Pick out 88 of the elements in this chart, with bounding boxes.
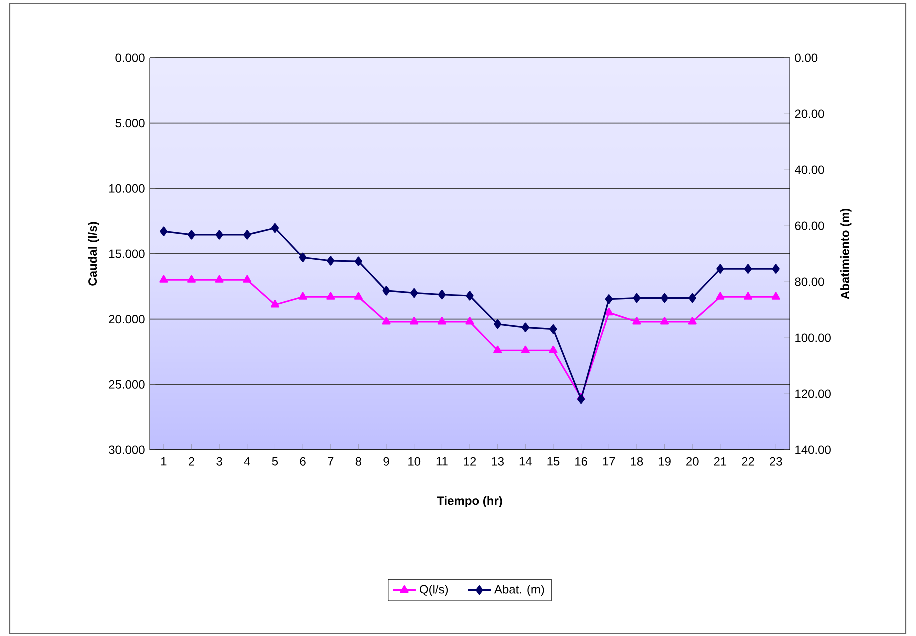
x-tick-label: 23 (770, 457, 782, 466)
point (660, 317, 670, 325)
x-tick-label: 10 (408, 457, 421, 466)
x-tick-label: 15 (548, 457, 560, 466)
x-tick-label: 7 (328, 457, 334, 466)
point (772, 264, 780, 274)
point (632, 317, 642, 325)
x-tick-label: 13 (492, 457, 504, 466)
y2-axis-title: Abatimiento (m) (840, 208, 852, 300)
point (744, 264, 752, 274)
point (550, 324, 558, 334)
y-tick-label: 15.000 (110, 250, 145, 258)
point (215, 275, 224, 283)
y-tick-label: 5.000 (116, 119, 145, 128)
point (382, 286, 390, 296)
x-tick-label: 16 (576, 457, 588, 466)
y2-tick-label: 0.00 (795, 54, 818, 62)
point (271, 223, 280, 234)
point (410, 317, 419, 325)
y-tick-label: 10.000 (110, 184, 145, 193)
x-tick-label: 3 (216, 457, 222, 466)
point (466, 317, 474, 325)
point (410, 288, 418, 298)
y2-tick-label: 100.00 (796, 334, 831, 342)
y-axis-title: Caudal (l/s) (88, 222, 100, 286)
point (299, 252, 307, 262)
x-tick-label: 14 (520, 457, 532, 466)
x-tick-label: 2 (189, 457, 194, 466)
point (604, 308, 614, 316)
point (354, 292, 363, 300)
y-tick-label: 20.000 (109, 315, 145, 324)
point (438, 317, 446, 325)
legend-label: Q(l/s) (420, 584, 448, 596)
point (466, 291, 474, 301)
y2-tick-label: 60.00 (795, 222, 824, 230)
x-tick-label: 4 (244, 457, 250, 466)
point (521, 346, 530, 354)
y-tick-label: 25.000 (109, 380, 145, 389)
legend-label: Abat. (m) (494, 584, 544, 596)
x-tick-label: 12 (464, 457, 476, 466)
y-tick-label: 30.000 (109, 446, 145, 454)
point (160, 226, 168, 236)
x-tick-label: 8 (356, 457, 362, 466)
point (326, 292, 336, 300)
x-tick-label: 6 (300, 457, 306, 466)
y2-tick-label: 140.00 (796, 446, 831, 454)
point (660, 293, 669, 304)
point (549, 346, 558, 354)
point (327, 256, 335, 266)
point (187, 275, 196, 283)
point (744, 292, 753, 300)
x-tick-label: 22 (742, 457, 754, 466)
x-tick-label: 17 (603, 457, 616, 466)
point (494, 319, 502, 330)
point (160, 275, 168, 283)
point (298, 292, 308, 300)
x-axis-title: Tiempo (hr) (437, 496, 502, 508)
point (494, 346, 502, 354)
point (716, 264, 724, 274)
point (688, 317, 697, 325)
point (688, 293, 696, 304)
x-tick-label: 11 (436, 457, 448, 466)
x-tick-label: 20 (686, 457, 699, 466)
x-tick-label: 18 (631, 457, 644, 466)
point (244, 230, 252, 240)
x-tick-label: 1 (162, 457, 167, 466)
point (633, 293, 641, 304)
point (382, 317, 391, 325)
point (605, 294, 613, 304)
x-tick-label: 21 (714, 457, 727, 466)
point (270, 300, 280, 308)
point (243, 275, 252, 283)
y2-tick-label: 120.00 (796, 390, 831, 398)
y-tick-label: 0.000 (116, 54, 145, 62)
point (522, 322, 530, 332)
point (772, 292, 780, 300)
y2-tick-label: 80.00 (795, 278, 824, 286)
point (216, 230, 224, 240)
x-tick-label: 9 (384, 457, 390, 466)
x-tick-label: 5 (272, 457, 278, 466)
point (438, 290, 446, 300)
y2-tick-label: 20.00 (795, 110, 824, 118)
x-tick-label: 19 (659, 457, 671, 466)
point (578, 394, 586, 404)
point (188, 230, 196, 240)
y2-tick-label: 40.00 (794, 166, 824, 174)
point (716, 292, 725, 300)
point (354, 256, 363, 266)
